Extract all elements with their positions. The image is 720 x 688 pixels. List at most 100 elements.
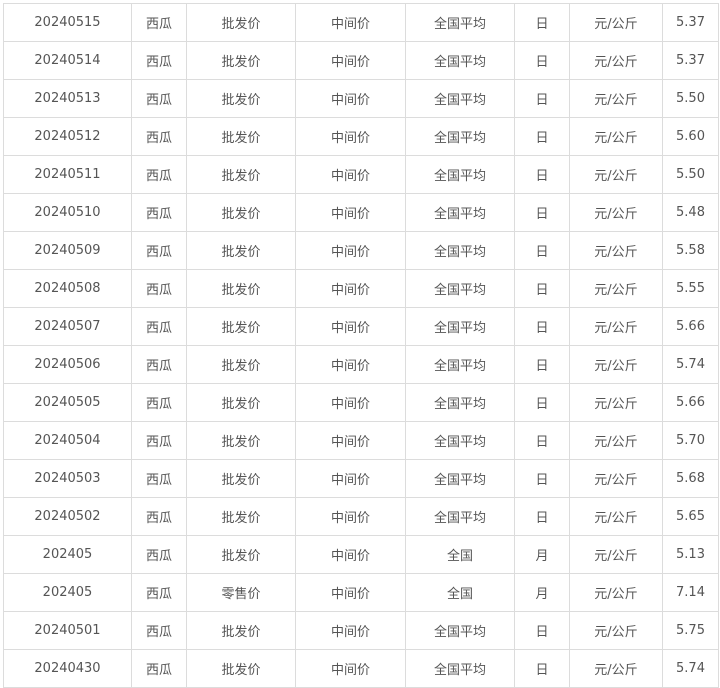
price-value-cell: 5.13 xyxy=(662,535,719,574)
table-row: 20240504 西瓜 批发价 中间价 全国平均日元/公斤 5.70 xyxy=(3,421,719,460)
date-cell: 20240503 xyxy=(3,459,132,498)
price-type-cell: 批发价 xyxy=(186,383,296,422)
price-type-cell: 批发价 xyxy=(186,421,296,460)
date-cell: 20240506 xyxy=(3,345,132,384)
date-cell: 20240505 xyxy=(3,383,132,422)
table-row: 20240430 西瓜 批发价 中间价 全国平均日元/公斤 5.74 xyxy=(3,649,719,688)
region-cell: 全国平均 xyxy=(405,611,515,650)
product-cell: 西瓜 xyxy=(131,3,187,42)
table-row: 202405 西瓜 零售价 中间价 全国月元/公斤 7.14 xyxy=(3,573,719,612)
frequency-cell: 日 xyxy=(514,269,570,308)
product-cell: 西瓜 xyxy=(131,345,187,384)
price-value-cell: 5.66 xyxy=(662,307,719,346)
frequency-cell: 月 xyxy=(514,573,570,612)
price-level-cell: 中间价 xyxy=(295,307,406,346)
frequency-cell: 日 xyxy=(514,117,570,156)
product-cell: 西瓜 xyxy=(131,79,187,118)
price-type-cell: 零售价 xyxy=(186,573,296,612)
product-cell: 西瓜 xyxy=(131,649,187,688)
frequency-cell: 日 xyxy=(514,459,570,498)
unit-cell: 元/公斤 xyxy=(569,611,663,650)
table-row: 20240510 西瓜 批发价 中间价 全国平均日元/公斤 5.48 xyxy=(3,193,719,232)
unit-cell: 元/公斤 xyxy=(569,41,663,80)
date-cell: 20240515 xyxy=(3,3,132,42)
table-body: 20240515 西瓜 批发价 中间价 全国平均日元/公斤 5.37 20240514 西瓜批… xyxy=(3,3,719,688)
price-type-cell: 批发价 xyxy=(186,307,296,346)
price-value-cell: 5.70 xyxy=(662,421,719,460)
frequency-cell: 月 xyxy=(514,535,570,574)
table-row: 20240514 西瓜 批发价 中间价 全国平均日元/公斤 5.37 xyxy=(3,41,719,80)
price-level-cell: 中间价 xyxy=(295,155,406,194)
table-row: 20240505 西瓜 批发价 中间价 全国平均日元/公斤 5.66 xyxy=(3,383,719,422)
price-type-cell: 批发价 xyxy=(186,3,296,42)
date-cell: 202405 xyxy=(3,573,132,612)
price-level-cell: 中间价 xyxy=(295,383,406,422)
date-cell: 20240502 xyxy=(3,497,132,536)
frequency-cell: 日 xyxy=(514,155,570,194)
region-cell: 全国平均 xyxy=(405,383,515,422)
region-cell: 全国平均 xyxy=(405,459,515,498)
price-type-cell: 批发价 xyxy=(186,231,296,270)
frequency-cell: 日 xyxy=(514,231,570,270)
region-cell: 全国 xyxy=(405,573,515,612)
product-cell: 西瓜 xyxy=(131,231,187,270)
price-level-cell: 中间价 xyxy=(295,497,406,536)
region-cell: 全国平均 xyxy=(405,3,515,42)
date-cell: 20240511 xyxy=(3,155,132,194)
region-cell: 全国平均 xyxy=(405,649,515,688)
table-row: 20240515 西瓜 批发价 中间价 全国平均日元/公斤 5.37 xyxy=(3,3,719,42)
frequency-cell: 日 xyxy=(514,41,570,80)
table-row: 20240501 西瓜 批发价 中间价 全国平均日元/公斤 5.75 xyxy=(3,611,719,650)
table-row: 20240513 西瓜 批发价 中间价 全国平均日元/公斤 5.50 xyxy=(3,79,719,118)
region-cell: 全国平均 xyxy=(405,79,515,118)
unit-cell: 元/公斤 xyxy=(569,497,663,536)
unit-cell: 元/公斤 xyxy=(569,193,663,232)
region-cell: 全国平均 xyxy=(405,345,515,384)
frequency-cell: 日 xyxy=(514,3,570,42)
table-row: 20240506 西瓜 批发价 中间价 全国平均日元/公斤 5.74 xyxy=(3,345,719,384)
table-row: 20240509 西瓜 批发价 中间价 全国平均日元/公斤 5.58 xyxy=(3,231,719,270)
table-row: 20240503 西瓜 批发价 中间价 全国平均日元/公斤 5.68 xyxy=(3,459,719,498)
unit-cell: 元/公斤 xyxy=(569,345,663,384)
region-cell: 全国平均 xyxy=(405,231,515,270)
price-value-cell: 5.37 xyxy=(662,3,719,42)
price-value-cell: 5.60 xyxy=(662,117,719,156)
price-value-cell: 5.65 xyxy=(662,497,719,536)
price-level-cell: 中间价 xyxy=(295,573,406,612)
frequency-cell: 日 xyxy=(514,79,570,118)
date-cell: 20240513 xyxy=(3,79,132,118)
unit-cell: 元/公斤 xyxy=(569,79,663,118)
frequency-cell: 日 xyxy=(514,307,570,346)
unit-cell: 元/公斤 xyxy=(569,269,663,308)
price-level-cell: 中间价 xyxy=(295,421,406,460)
table-row: 20240507 西瓜 批发价 中间价 全国平均日元/公斤 5.66 xyxy=(3,307,719,346)
price-level-cell: 中间价 xyxy=(295,345,406,384)
region-cell: 全国平均 xyxy=(405,421,515,460)
date-cell: 20240510 xyxy=(3,193,132,232)
price-level-cell: 中间价 xyxy=(295,231,406,270)
price-value-cell: 5.37 xyxy=(662,41,719,80)
date-cell: 202405 xyxy=(3,535,132,574)
frequency-cell: 日 xyxy=(514,383,570,422)
price-value-cell: 7.14 xyxy=(662,573,719,612)
product-cell: 西瓜 xyxy=(131,459,187,498)
product-cell: 西瓜 xyxy=(131,117,187,156)
price-type-cell: 批发价 xyxy=(186,79,296,118)
price-level-cell: 中间价 xyxy=(295,193,406,232)
product-cell: 西瓜 xyxy=(131,41,187,80)
region-cell: 全国平均 xyxy=(405,193,515,232)
product-cell: 西瓜 xyxy=(131,611,187,650)
product-cell: 西瓜 xyxy=(131,193,187,232)
unit-cell: 元/公斤 xyxy=(569,649,663,688)
unit-cell: 元/公斤 xyxy=(569,535,663,574)
price-value-cell: 5.68 xyxy=(662,459,719,498)
date-cell: 20240504 xyxy=(3,421,132,460)
price-type-cell: 批发价 xyxy=(186,611,296,650)
price-level-cell: 中间价 xyxy=(295,117,406,156)
date-cell: 20240512 xyxy=(3,117,132,156)
unit-cell: 元/公斤 xyxy=(569,459,663,498)
table-row: 20240508 西瓜 批发价 中间价 全国平均日元/公斤 5.55 xyxy=(3,269,719,308)
price-level-cell: 中间价 xyxy=(295,459,406,498)
price-type-cell: 批发价 xyxy=(186,535,296,574)
region-cell: 全国平均 xyxy=(405,155,515,194)
